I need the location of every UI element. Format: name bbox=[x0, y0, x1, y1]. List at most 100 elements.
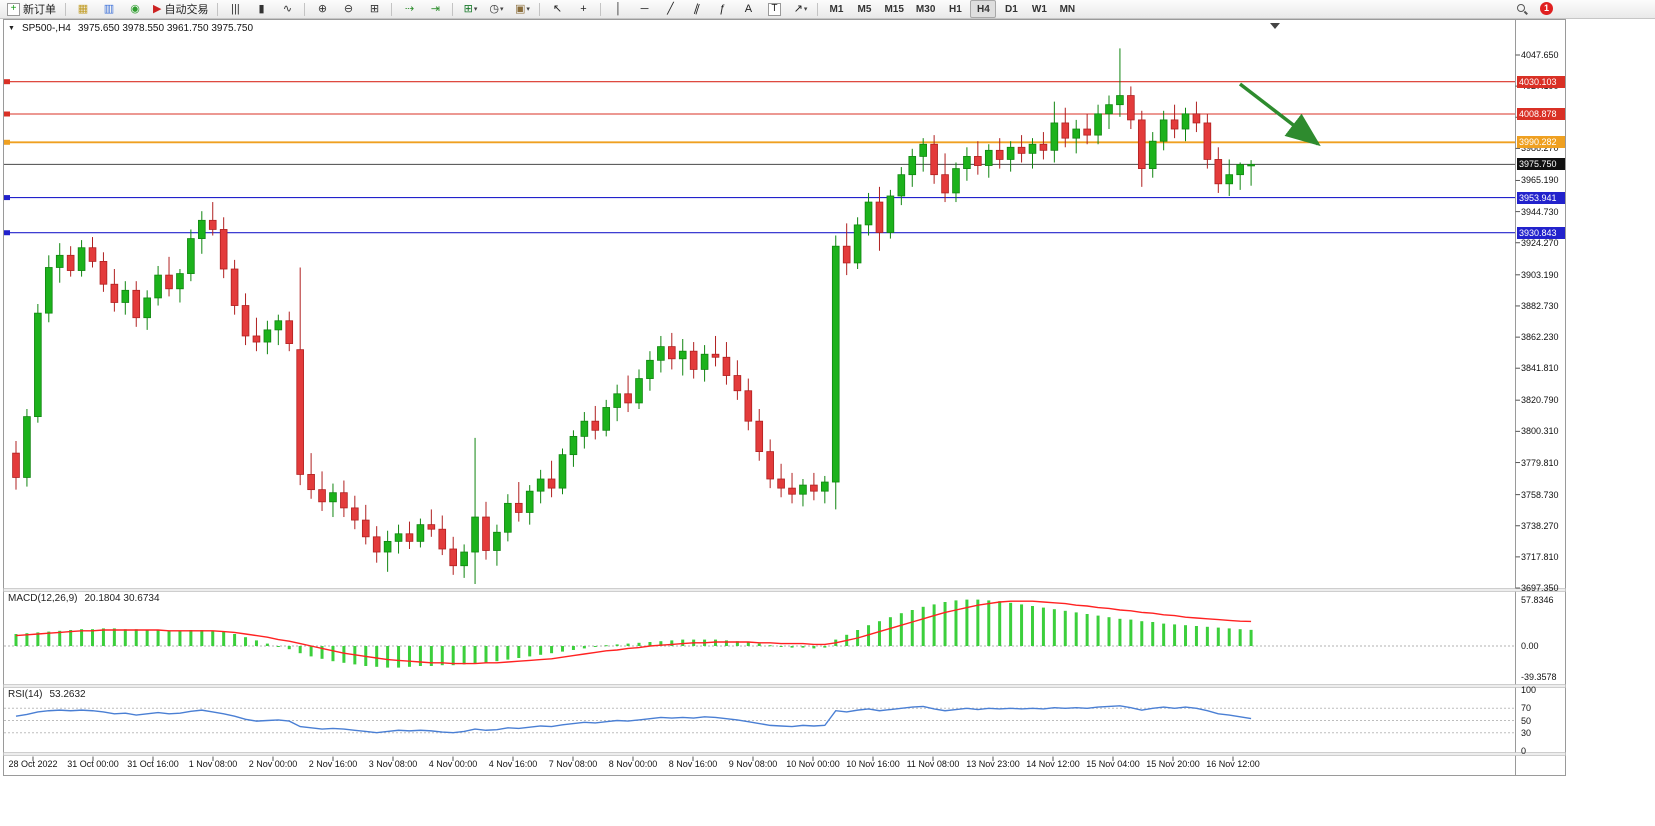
ohlc-collapse-icon[interactable]: ▼ bbox=[8, 25, 15, 32]
macd-bar bbox=[724, 640, 728, 646]
candle bbox=[12, 452, 20, 478]
macd-bar bbox=[244, 637, 248, 646]
macd-axis-label: -39.3578 bbox=[1521, 672, 1557, 683]
date-axis-label: 31 Oct 00:00 bbox=[67, 759, 119, 769]
objects-icon[interactable]: ↗ ▾ bbox=[788, 0, 812, 18]
macd-bar bbox=[1074, 612, 1078, 646]
date-axis-label: 1 Nov 08:00 bbox=[188, 759, 238, 769]
macd-bar bbox=[1020, 604, 1024, 646]
timeframe-h4-button[interactable]: H4 bbox=[970, 0, 997, 18]
candle bbox=[744, 390, 753, 422]
channel-icon[interactable]: ∥ bbox=[684, 0, 708, 18]
macd-bar bbox=[418, 646, 422, 666]
candle bbox=[1006, 146, 1015, 160]
line-chart-type-icon[interactable]: ∿ bbox=[275, 0, 299, 18]
macd-bar bbox=[746, 642, 750, 646]
line-anchor bbox=[4, 195, 10, 201]
macd-bar bbox=[91, 629, 95, 646]
vertical-line-icon[interactable]: │ bbox=[606, 0, 630, 18]
notification-badge[interactable]: 1 bbox=[1540, 2, 1553, 15]
zoom-in-icon[interactable]: ⊕ bbox=[310, 0, 334, 18]
trendline-icon[interactable]: ╱ bbox=[658, 0, 682, 18]
candlestick-chart-type-icon[interactable]: ▮ bbox=[249, 0, 273, 18]
trend-arrow-object[interactable] bbox=[1238, 82, 1321, 147]
macd-bar bbox=[156, 630, 160, 646]
macd-bar bbox=[615, 644, 619, 646]
panel-separator[interactable] bbox=[3, 588, 1566, 592]
text-icon[interactable]: A bbox=[736, 0, 760, 18]
date-axis-label: 15 Nov 04:00 bbox=[1086, 759, 1140, 769]
data-window-icon[interactable]: ▥ bbox=[97, 0, 121, 18]
macd-bar bbox=[681, 639, 685, 646]
tile-windows-icon[interactable]: ⊞ bbox=[362, 0, 386, 18]
template-icon[interactable]: ▣ ▾ bbox=[510, 0, 534, 18]
text-label-icon[interactable]: T bbox=[762, 0, 786, 18]
macd-bar bbox=[1030, 606, 1034, 646]
candle bbox=[908, 156, 917, 176]
macd-bar bbox=[211, 630, 215, 646]
objects-icon: ↗ bbox=[793, 3, 803, 15]
auto-scroll-icon[interactable]: ⇢ bbox=[397, 0, 421, 18]
cursor-icon[interactable]: ↖ bbox=[545, 0, 569, 18]
date-axis-label: 2 Nov 00:00 bbox=[248, 759, 298, 769]
macd-bar bbox=[637, 642, 641, 646]
candle bbox=[143, 297, 151, 319]
candle bbox=[55, 254, 64, 268]
timeframe-m15-button[interactable]: M15 bbox=[884, 3, 904, 15]
macd-bar bbox=[14, 634, 18, 646]
price-axis-label: 3862.230 bbox=[1521, 332, 1559, 343]
price-axis-label: 3820.790 bbox=[1521, 395, 1559, 406]
macd-bar bbox=[976, 599, 980, 646]
timeframe-m5-button[interactable]: M5 bbox=[857, 3, 872, 15]
candle bbox=[930, 143, 938, 176]
rsi-axis-label: 100 bbox=[1521, 685, 1537, 695]
macd-indicator-header: MACD(12,26,9) 20.1804 30.6734 bbox=[8, 593, 160, 604]
candle bbox=[504, 502, 512, 533]
macd-bar bbox=[25, 633, 29, 646]
zoom-out-icon[interactable]: ⊖ bbox=[336, 0, 360, 18]
macd-bar bbox=[495, 646, 499, 662]
macd-bar bbox=[451, 646, 455, 666]
timeframe-w1-button[interactable]: W1 bbox=[1031, 3, 1047, 15]
candle bbox=[285, 320, 294, 344]
macd-bar bbox=[899, 613, 903, 646]
navigator-icon[interactable]: ◉ bbox=[123, 0, 147, 18]
price-axis-label: 3924.270 bbox=[1521, 237, 1559, 248]
macd-bar bbox=[189, 630, 193, 646]
new-chart-icon[interactable]: ⊞ ▾ bbox=[458, 0, 482, 18]
date-axis-label: 8 Nov 00:00 bbox=[608, 759, 658, 769]
fibonacci-icon[interactable]: ƒ bbox=[710, 0, 734, 18]
macd-bar bbox=[167, 630, 171, 646]
macd-bar bbox=[670, 640, 674, 646]
crosshair-icon[interactable]: + bbox=[571, 0, 595, 18]
chart-shift-icon[interactable]: ⇥ bbox=[423, 0, 447, 18]
horizontal-line-icon[interactable]: ─ bbox=[632, 0, 656, 18]
trendline-icon: ╱ bbox=[667, 3, 674, 15]
auto-trading-button[interactable]: ▶ 自动交易 bbox=[149, 0, 212, 18]
macd-bar bbox=[768, 645, 772, 647]
new-order-button[interactable]: + 新订单 bbox=[3, 0, 60, 18]
timeframe-m30-button[interactable]: M30 bbox=[915, 3, 936, 15]
macd-bar bbox=[921, 606, 925, 646]
candle bbox=[613, 393, 621, 408]
panel-separator[interactable] bbox=[3, 684, 1566, 688]
panel-separator[interactable] bbox=[3, 752, 1566, 756]
macd-bar bbox=[1205, 626, 1209, 646]
market-watch-icon[interactable]: ▦ bbox=[71, 0, 95, 18]
timeframe-m1-button[interactable]: M1 bbox=[829, 3, 844, 15]
macd-bar bbox=[877, 621, 881, 646]
period-clock-icon[interactable]: ◷ ▾ bbox=[484, 0, 508, 18]
timeframe-mn-button[interactable]: MN bbox=[1059, 3, 1076, 15]
macd-bar bbox=[397, 646, 401, 668]
chart-symbol-period: SP500-,H4 bbox=[21, 23, 71, 34]
candle bbox=[66, 254, 75, 271]
macd-bar bbox=[582, 646, 586, 649]
bar-chart-type-icon[interactable]: ||| bbox=[223, 0, 247, 18]
search-icon[interactable] bbox=[1516, 3, 1528, 15]
timeframe-h1-button[interactable]: H1 bbox=[948, 3, 962, 15]
candle bbox=[525, 490, 534, 513]
price-axis-label: 3779.810 bbox=[1521, 457, 1559, 468]
candle bbox=[875, 201, 884, 233]
timeframe-d1-button[interactable]: D1 bbox=[1004, 3, 1018, 15]
macd-bar bbox=[965, 599, 969, 646]
